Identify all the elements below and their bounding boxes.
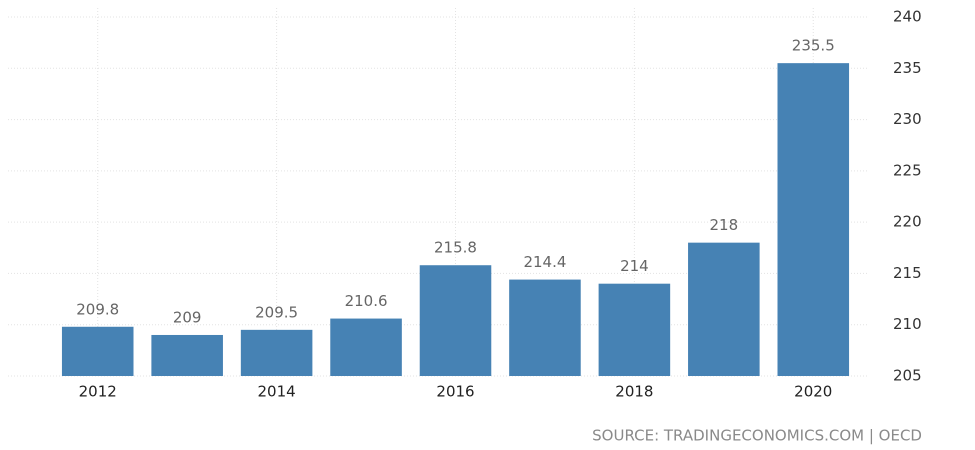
y-tick-label: 225 [893, 161, 922, 179]
x-tick-label: 2020 [794, 383, 832, 401]
bar [598, 283, 671, 376]
x-tick-label: 2018 [615, 383, 653, 401]
value-label: 209.8 [76, 300, 119, 318]
y-tick-label: 235 [893, 59, 922, 77]
x-tick-label: 2012 [79, 383, 117, 401]
value-label: 210.6 [345, 292, 388, 310]
x-tick-label: 2016 [436, 383, 474, 401]
bar [419, 265, 492, 376]
bar [688, 242, 760, 376]
x-tick-label: 2014 [258, 383, 296, 401]
y-tick-label: 220 [893, 213, 922, 231]
bar [240, 329, 313, 376]
value-label: 214 [620, 257, 649, 275]
bar [509, 279, 581, 376]
value-label: 235.5 [792, 37, 835, 55]
y-tick-label: 210 [893, 315, 922, 333]
value-label: 209 [173, 308, 202, 326]
value-label: 209.5 [255, 303, 298, 321]
y-tick-label: 240 [893, 8, 922, 26]
value-label: 215.8 [434, 239, 477, 257]
bar [330, 318, 402, 376]
y-tick-label: 215 [893, 264, 922, 282]
bar [61, 326, 134, 376]
bar [151, 334, 223, 376]
bar [777, 63, 850, 377]
value-label: 218 [710, 216, 739, 234]
y-tick-label: 230 [893, 110, 922, 128]
y-tick-label: 205 [893, 367, 922, 385]
source: SOURCE: TRADINGECONOMICS.COM | OECD [592, 427, 922, 445]
value-label: 214.4 [523, 253, 566, 271]
